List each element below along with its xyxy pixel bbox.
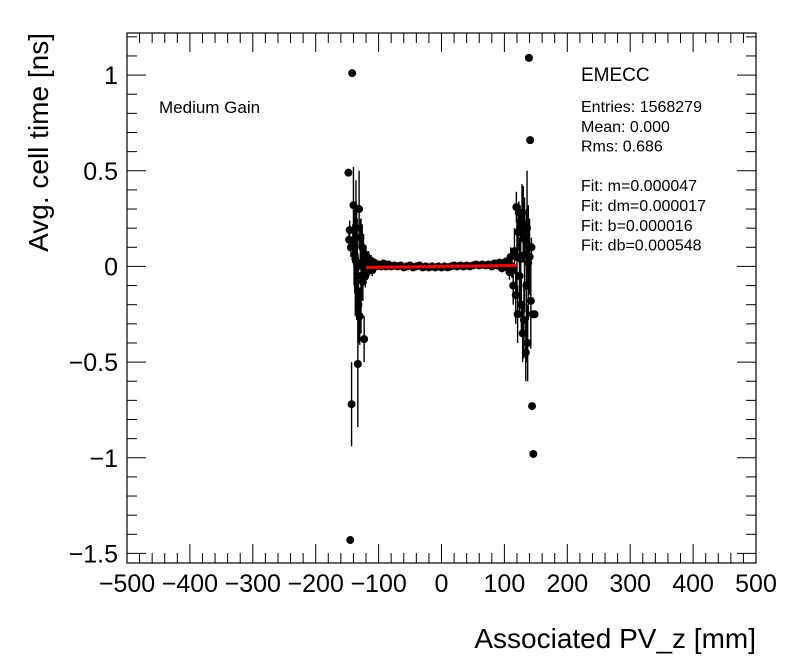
data-point [345,226,354,235]
gain-annotation: Medium Gain [159,98,260,117]
data-point [353,360,362,369]
x-tick-label: 100 [484,570,526,598]
data-point [528,402,537,411]
stats-box-title: EMECC [581,65,650,86]
stats-line: Fit: dm=0.000017 [581,198,706,215]
fit-line-group [365,263,518,270]
x-tick-label: 200 [546,570,588,598]
y-tick-label: −1 [89,445,118,473]
data-point [523,338,532,347]
x-tick-label: 500 [735,570,777,598]
data-point [348,69,357,78]
data-point [525,252,534,261]
x-axis-title: Associated PV_z [mm] [474,623,756,654]
x-tick-label: −200 [288,570,344,598]
data-point [530,310,539,319]
data-point [524,53,533,62]
plot-frame [126,32,757,564]
stats-line: Fit: db=0.000548 [581,238,702,255]
stats-line: Mean: 0.000 [581,119,670,136]
data-point [526,136,535,145]
data-point [526,296,535,305]
data-point [360,335,369,344]
stats-line: Rms: 0.686 [581,139,663,156]
x-tick-label: −300 [225,570,281,598]
data-point [344,168,353,177]
x-tick-label: 0 [435,570,449,598]
stats-line: Fit: m=0.000047 [581,178,697,195]
y-tick-label: −1.5 [69,540,118,568]
stats-line: Entries: 1568279 [581,99,702,116]
y-axis-title: Avg. cell time [ns] [23,33,54,252]
x-tick-label: −500 [99,570,155,598]
y-tick-label: 1 [104,62,118,90]
data-point [511,291,520,300]
data-point [355,205,364,214]
data-point [506,252,515,261]
data-point [346,536,355,545]
tick-labels: −500 −400 −300 −200 −100 0 100 200 300 400 500 1 0.5… [69,62,777,598]
data-point [355,312,364,321]
x-tick-label: 400 [672,570,714,598]
data-point [515,271,524,280]
data-point [529,449,538,458]
data-point [527,243,536,252]
data-points [344,53,539,545]
data-point [513,310,522,319]
fit-line [365,263,518,270]
y-tick-label: 0 [104,253,118,281]
stats-line: Fit: b=0.000016 [581,218,693,235]
data-point [518,329,527,338]
x-tick-label: 300 [609,570,651,598]
x-tick-label: −100 [350,570,406,598]
data-point [347,400,356,409]
stats-box: Entries: 1568279 Mean: 0.000 Rms: 0.686 Fit… [581,99,706,255]
x-tick-label: −400 [162,570,218,598]
y-tick-label: −0.5 [69,349,118,377]
y-tick-label: 0.5 [83,158,118,186]
